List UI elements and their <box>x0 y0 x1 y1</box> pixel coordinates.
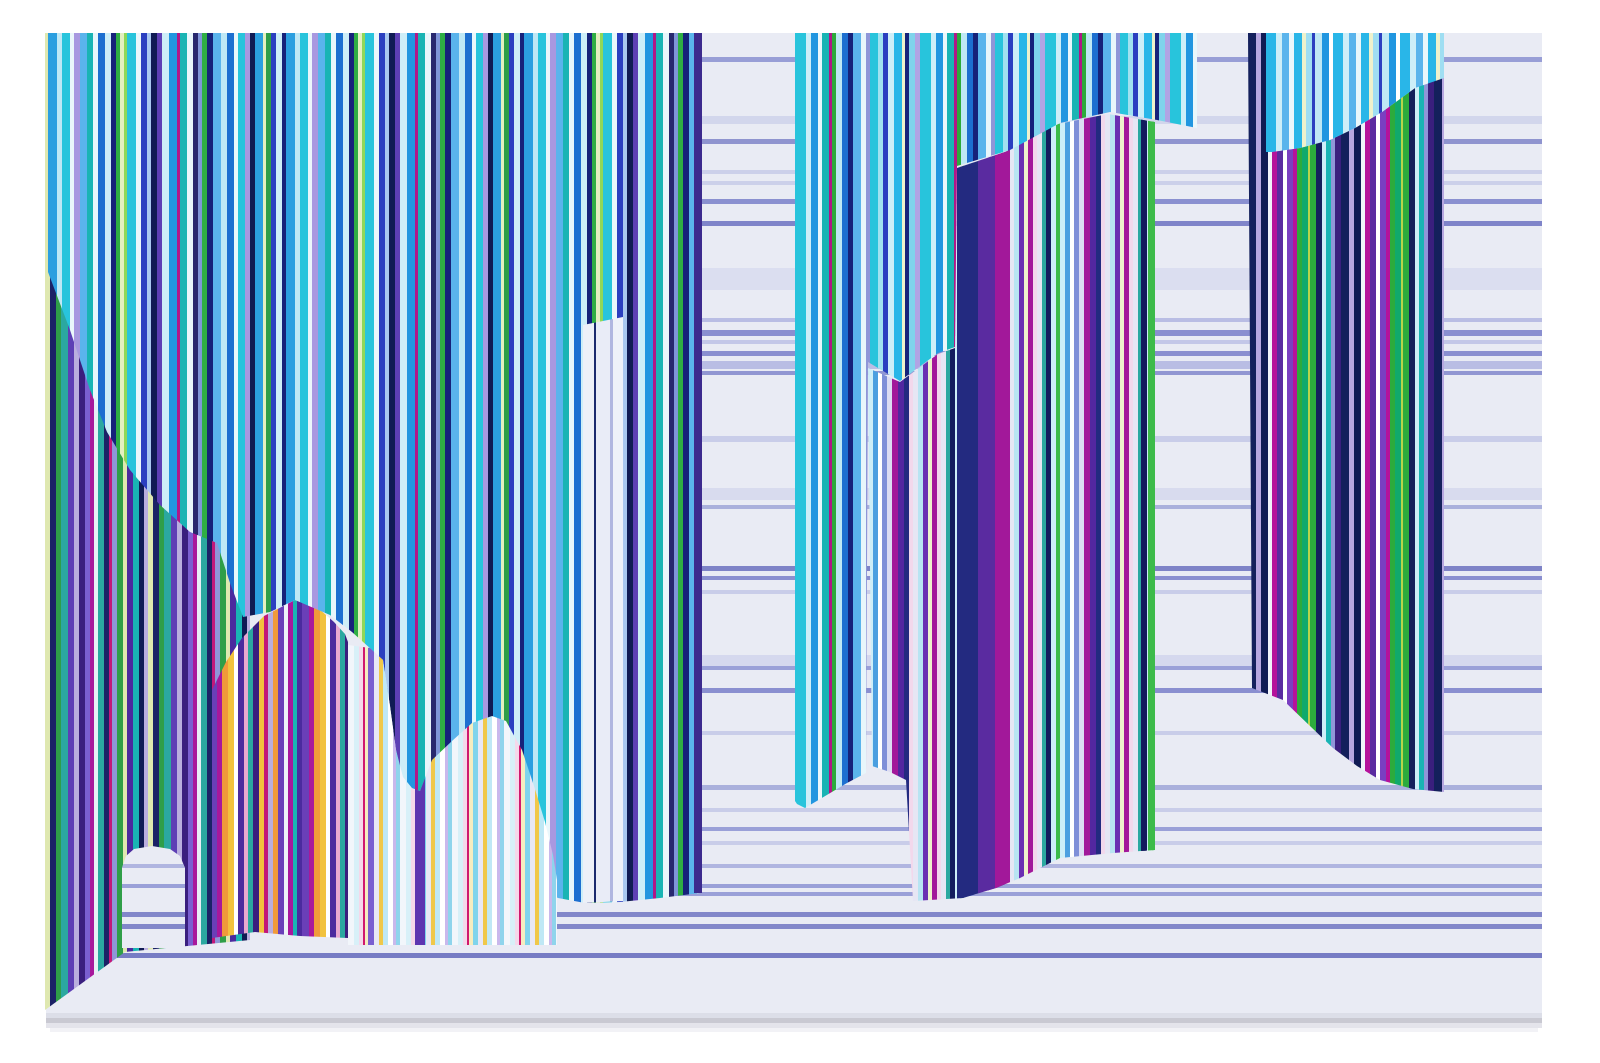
arch-shape <box>122 846 185 948</box>
canvas-drop-shadow <box>46 1013 1542 1032</box>
right-dark-curtain <box>1248 33 1444 792</box>
right-cyan-top-curtain <box>1266 33 1444 152</box>
violet-vertical-line <box>694 33 702 893</box>
white-pinstripe-column <box>583 317 623 903</box>
pale-hump-curtain <box>348 645 557 945</box>
center-magenta-pale-curtain <box>868 114 1155 901</box>
orange-magenta-hump-curtain <box>212 600 348 938</box>
